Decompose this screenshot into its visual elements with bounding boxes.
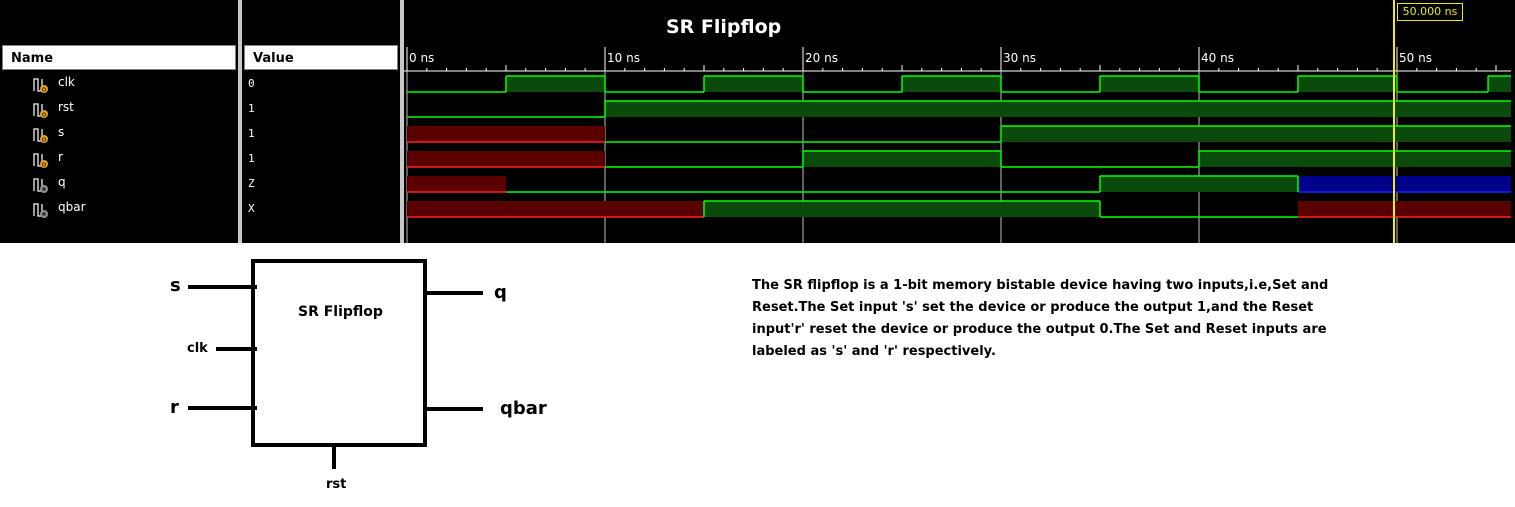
signal-value: Z: [248, 177, 255, 190]
signal-name-panel: Name: [0, 0, 238, 243]
waveform-panel[interactable]: 0 ns 10 ns 20 ns 30 ns 40 ns 50 ns: [404, 0, 1511, 243]
panel-divider[interactable]: [400, 0, 404, 243]
signal-value: 1: [248, 102, 255, 115]
signal-name: q: [58, 175, 66, 189]
waveform-qbar[interactable]: [407, 200, 1511, 218]
waveform-segment: [1298, 176, 1511, 192]
waveform-segment: [1488, 76, 1511, 92]
signal-value: 0: [248, 77, 255, 90]
input-signal-icon: o: [33, 78, 48, 94]
s-pin-label: s: [170, 275, 181, 296]
waveform-segment: [407, 151, 605, 167]
waveform-q[interactable]: [407, 175, 1511, 193]
svg-text:o: o: [42, 111, 46, 119]
description-text: The SR flipflop is a 1-bit memory bistab…: [752, 278, 1329, 359]
svg-text:o: o: [42, 86, 46, 94]
waveform-segment: [704, 201, 1100, 217]
input-signal-icon: o: [33, 103, 48, 119]
time-tick-label: 10 ns: [607, 51, 640, 65]
q-pin-label: q: [494, 282, 507, 303]
waveform-segment: [704, 76, 803, 92]
signal-name: qbar: [58, 200, 86, 214]
signal-name: r: [58, 150, 63, 164]
waveform-segment: [407, 176, 506, 192]
qbar-pin-label: qbar: [500, 398, 547, 419]
time-tick-label: 0 ns: [409, 51, 434, 65]
svg-text:o: o: [42, 136, 46, 144]
waveform-clk[interactable]: [407, 75, 1511, 93]
panel-divider[interactable]: [238, 0, 242, 243]
waveform-segment: [803, 151, 1001, 167]
signal-name: clk: [58, 75, 75, 89]
signal-value-panel: Value: [242, 0, 400, 243]
signal-value: 1: [248, 127, 255, 140]
input-signal-icon: o: [33, 128, 48, 144]
waveform-segment: [1298, 76, 1397, 92]
signal-row-s[interactable]: o s 1: [0, 122, 400, 147]
svg-text:o: o: [42, 161, 46, 169]
clk-pin-label: clk: [187, 341, 208, 356]
waveform-segment: [1298, 201, 1511, 217]
waveform-segment: [605, 101, 1511, 117]
signal-row-r[interactable]: o r 1: [0, 147, 400, 172]
signal-row-clk[interactable]: o clk 0: [0, 72, 400, 97]
signal-value: 1: [248, 152, 255, 165]
block-label: SR Flipflop: [298, 304, 383, 320]
waveform-canvas[interactable]: 0 ns 10 ns 20 ns 30 ns 40 ns 50 ns: [404, 0, 1511, 243]
signal-name: s: [58, 125, 65, 139]
signal-name: rst: [58, 100, 74, 114]
waveform-segment: [407, 126, 605, 142]
block-diagram-svg: [188, 259, 483, 469]
flipflop-block: [251, 259, 427, 447]
waveform-r[interactable]: [407, 150, 1511, 168]
time-tick-label: 50 ns: [1399, 51, 1432, 65]
waveform-s[interactable]: [407, 125, 1511, 143]
waveform-segment: [1100, 176, 1298, 192]
waveform-segment: [407, 201, 704, 217]
sr-flipflop-block-diagram: SR Flipflop s clk r q qbar rst: [0, 243, 740, 507]
waveform-segment: [1001, 126, 1511, 142]
waveform-rst[interactable]: [407, 100, 1511, 118]
time-tick-label: 20 ns: [805, 51, 838, 65]
waveform-segment: [1199, 151, 1511, 167]
signal-row-qbar[interactable]: qbar X: [0, 197, 400, 222]
cursor-time-label[interactable]: 50.000 ns: [1397, 3, 1463, 21]
waveform-segment: [1100, 76, 1199, 92]
time-tick-label: 40 ns: [1201, 51, 1234, 65]
output-signal-icon: [33, 178, 48, 193]
time-tick-label: 30 ns: [1003, 51, 1036, 65]
value-column-header[interactable]: Value: [244, 45, 398, 70]
output-signal-icon: [33, 203, 48, 218]
waveform-segment: [506, 76, 605, 92]
input-signal-icon: o: [33, 153, 48, 169]
waveform-segment: [902, 76, 1001, 92]
simulation-title: SR Flipflop: [666, 16, 782, 38]
rst-pin-label: rst: [326, 477, 347, 492]
name-column-header[interactable]: Name: [2, 45, 236, 70]
signal-row-rst[interactable]: o rst 1: [0, 97, 400, 122]
signal-value: X: [248, 202, 255, 215]
r-pin-label: r: [170, 397, 179, 418]
